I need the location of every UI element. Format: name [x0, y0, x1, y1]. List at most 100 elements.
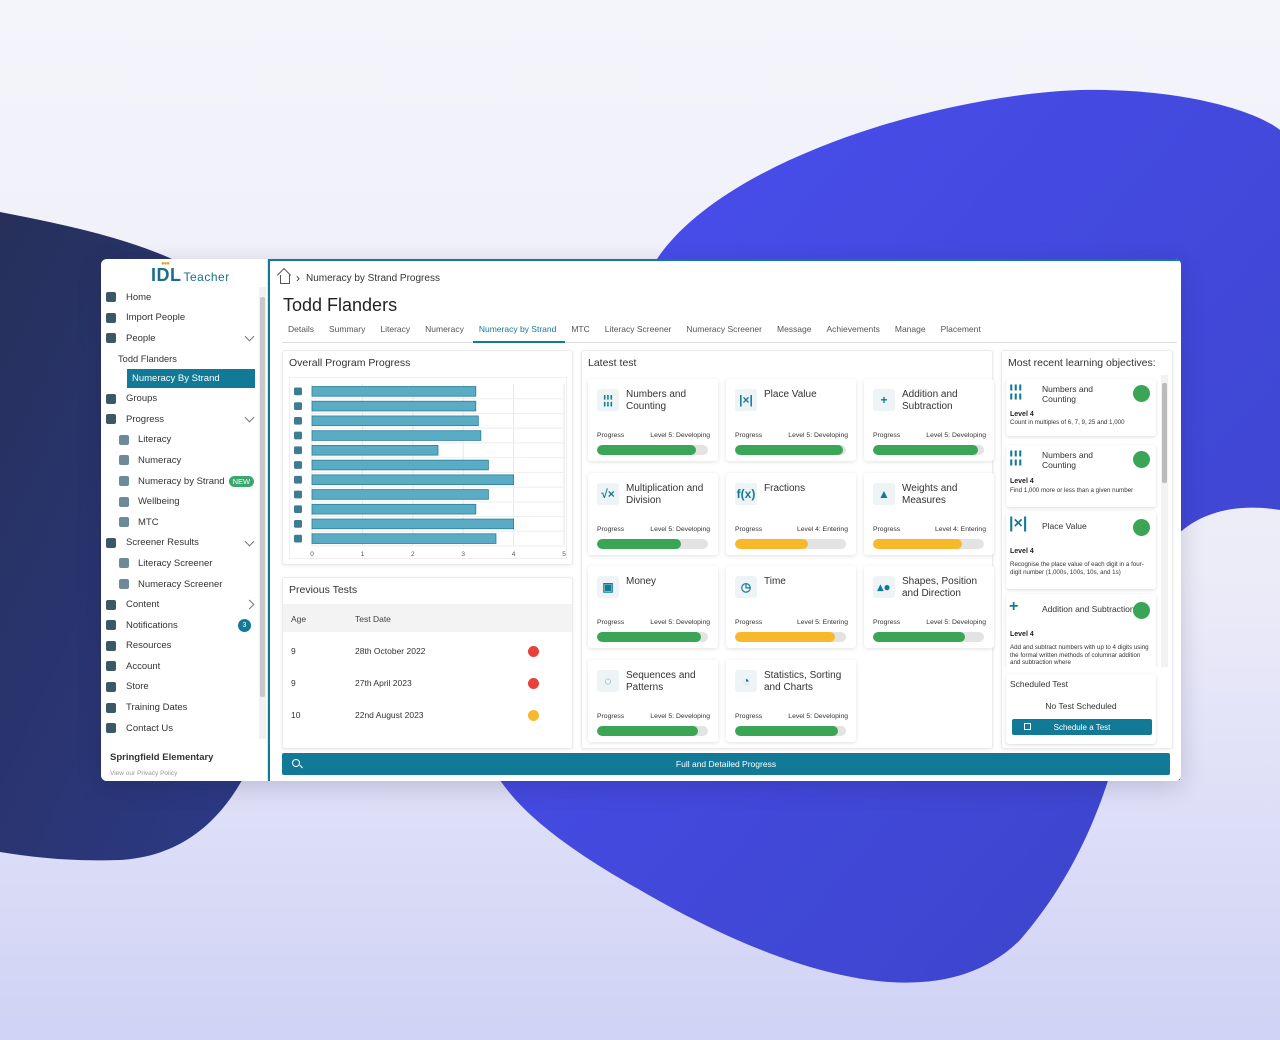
weight-icon: ▲: [873, 482, 895, 505]
sidebar-item-store[interactable]: Store: [101, 677, 259, 698]
sidebar-item-literacy-screener[interactable]: Literacy Screener: [101, 553, 259, 574]
sidebar-item-people[interactable]: People: [101, 328, 259, 349]
scheduled-test-title: Scheduled Test: [1010, 679, 1068, 689]
tab-numeracy-by-strand[interactable]: Numeracy by Strand: [472, 318, 566, 343]
x-tick-label: 3: [461, 551, 465, 558]
tab-message[interactable]: Message: [776, 324, 812, 334]
date-cell: 28th October 2022: [355, 646, 426, 656]
card-level: Level 5: Developing: [926, 619, 986, 626]
progress-fill: [873, 538, 962, 549]
school-name: Springfield Elementary: [110, 752, 214, 763]
bar-money: [311, 474, 515, 485]
clock-icon: ◷: [735, 576, 757, 598]
sidebar-item-progress[interactable]: Progress: [101, 409, 259, 430]
sidebar-item-numeracy-screener[interactable]: Numeracy Screener: [101, 574, 259, 595]
chevron-down-icon[interactable]: [244, 412, 255, 423]
tab-mtc[interactable]: MTC: [571, 324, 590, 334]
privacy-link[interactable]: View our Privacy Policy: [110, 770, 178, 777]
table-row[interactable]: 9 27th April 2023: [283, 666, 572, 698]
card-level: Level 5: Developing: [788, 432, 848, 439]
sidebar-item-content[interactable]: Content: [101, 594, 259, 615]
sidebar-item-literacy[interactable]: Literacy: [101, 430, 259, 451]
test-card-addition-and-subtraction[interactable]: + Addition and Subtraction Progress Level 5…: [864, 379, 994, 461]
test-card-fractions[interactable]: f(x) Fractions Progress Level 4: Entering: [726, 472, 856, 555]
objective-card-numbers-and-counting[interactable]: ¦¦¦ Numbers and Counting Level 4 Find 1,000…: [1006, 445, 1156, 507]
test-card-statistics-sorting-and-charts[interactable]: ◔ Statistics, Sorting and Charts Progress L…: [726, 659, 856, 742]
sidebar-item-wellbeing[interactable]: Wellbeing: [101, 491, 259, 512]
sidebar-item-numeracy-by-strand[interactable]: Numeracy by Strand NEW: [101, 471, 259, 492]
sidebar-item-label: Notifications: [126, 619, 178, 631]
bar-multiplication-and-division: [311, 430, 482, 441]
objectives-list[interactable]: ¦¦¦ Numbers and Counting Level 4 Count in m…: [1002, 375, 1160, 667]
card-level: Level 5: Developing: [650, 525, 710, 533]
sidebar-item-numeracy[interactable]: Numeracy: [101, 450, 259, 471]
full-progress-button[interactable]: Full and Detailed Progress: [282, 753, 1170, 775]
status-dot: [528, 646, 539, 657]
objective-card-numbers-and-counting[interactable]: ¦¦¦ Numbers and Counting Level 4 Count in m…: [1006, 379, 1156, 436]
sidebar-item-account[interactable]: Account: [101, 656, 259, 677]
sidebar-item-screener-results[interactable]: Screener Results: [101, 533, 259, 554]
learning-objectives-panel: Most recent learning objectives: ¦¦¦ Numb…: [1001, 350, 1173, 749]
chevron-down-icon[interactable]: [244, 536, 255, 546]
full-progress-label: Full and Detailed Progress: [675, 759, 777, 769]
test-card-time[interactable]: ◷ Time Progress Level 5: Entering: [726, 566, 856, 648]
age-cell: 9: [291, 646, 296, 656]
sidebar-item-label: Resources: [126, 640, 172, 652]
objective-level: Level 4: [1010, 411, 1034, 418]
sidebar-item-resources[interactable]: Resources: [101, 636, 259, 657]
tab-details[interactable]: Details: [288, 324, 314, 334]
tab-summary[interactable]: Summary: [328, 324, 366, 334]
sidebar-item-contact-us[interactable]: Contact Us: [101, 718, 259, 739]
sidebar-item-notifications[interactable]: Notifications 3: [101, 615, 259, 636]
sidebar-item-label: Numeracy Screener: [138, 578, 223, 590]
test-card-place-value[interactable]: |×| Place Value Progress Level 5: Developin…: [726, 379, 856, 461]
objective-title: Numbers and Counting: [1042, 384, 1094, 404]
sidebar-item-label: Wellbeing: [138, 496, 180, 508]
test-card-money[interactable]: ▣ Money Progress Level 5: Developing: [588, 566, 718, 648]
table-row[interactable]: 10 22nd August 2023: [283, 698, 572, 730]
tab-numeracy[interactable]: Numeracy: [425, 324, 464, 334]
test-card-weights-and-measures[interactable]: ▲ Weights and Measures Progress Level 4: En…: [864, 472, 994, 555]
tab-literacy-screener[interactable]: Literacy Screener: [604, 324, 672, 334]
schedule-test-button[interactable]: Schedule a Test: [1012, 719, 1152, 735]
chevron-down-icon[interactable]: [244, 331, 255, 342]
tab-placement[interactable]: Placement: [940, 324, 981, 334]
card-title: Numbers and Counting: [626, 389, 687, 412]
logo[interactable]: ●●● IDL Teacher: [151, 261, 230, 286]
test-card-multiplication-and-division[interactable]: √× Multiplication and Division Progress Lev…: [588, 472, 718, 555]
tab-achievements[interactable]: Achievements: [826, 324, 880, 334]
objective-card-place-value[interactable]: |×| Place Value Level 4 Recognise the place…: [1006, 511, 1156, 589]
sidebar-scrollbar[interactable]: [259, 287, 266, 739]
objective-description: Find 1,000 more or less than a given num…: [1010, 487, 1134, 494]
number-one-icon: [119, 579, 129, 590]
test-card-numbers-and-counting[interactable]: ¦¦¦ Numbers and Counting Progress Level 5: …: [588, 379, 718, 461]
sidebar-item-numeracy-by-strand[interactable]: Numeracy By Strand: [127, 369, 255, 389]
sidebar-item-mtc[interactable]: MTC: [101, 512, 259, 533]
tab-numeracy-screener[interactable]: Numeracy Screener: [686, 324, 762, 334]
previous-tests-header: Age Test Date: [283, 604, 572, 632]
sidebar-item-import-people[interactable]: Import People: [101, 308, 259, 329]
shapes-icon: [294, 505, 302, 514]
letter-a-icon: [119, 558, 129, 569]
logo-product: Teacher: [183, 270, 230, 284]
objective-card-addition-and-subtraction[interactable]: + Addition and Subtraction Level 4 Add and …: [1006, 594, 1156, 667]
table-row[interactable]: 9 28th October 2022: [283, 634, 572, 666]
previous-tests-panel: Previous Tests Age Test Date 9 28th Octob…: [282, 577, 573, 749]
chevron-right-icon[interactable]: [244, 599, 255, 610]
card-title: Addition and Subtraction: [902, 389, 958, 412]
test-card-sequences-and-patterns[interactable]: ◌ Sequences and Patterns Progress Level 5: …: [588, 659, 718, 742]
sidebar-item-home[interactable]: Home: [101, 287, 259, 308]
sidebar-item-groups[interactable]: Groups: [101, 388, 259, 409]
status-dot: [528, 710, 539, 721]
sidebar-item-training-dates[interactable]: Training Dates: [101, 697, 259, 718]
card-progress-label: Progress: [735, 619, 763, 626]
sidebar-item-todd-flanders[interactable]: Todd Flanders: [101, 349, 259, 370]
home-icon[interactable]: [280, 275, 290, 284]
scheduled-test-status: No Test Scheduled: [1045, 701, 1117, 711]
test-card-shapes-position-and-direction[interactable]: ▴● Shapes, Position and Direction Progress…: [864, 566, 994, 648]
tab-literacy[interactable]: Literacy: [380, 324, 411, 334]
calculator-icon: [119, 476, 129, 487]
objectives-scrollbar[interactable]: [1161, 375, 1168, 667]
tab-manage[interactable]: Manage: [894, 324, 926, 334]
sidebar-item-label: Progress: [126, 413, 165, 425]
